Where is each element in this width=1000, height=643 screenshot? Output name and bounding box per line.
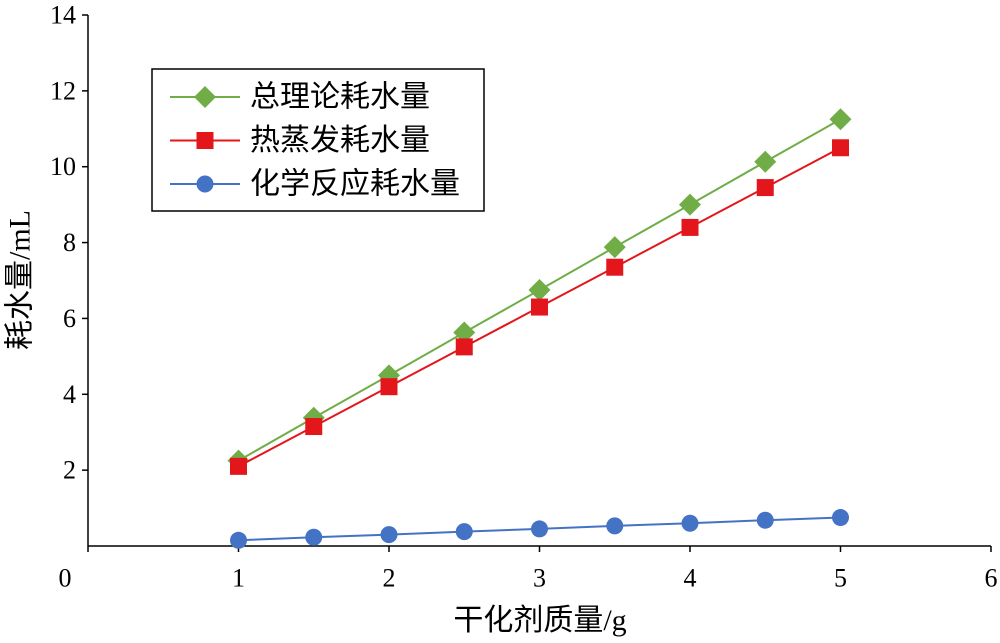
data-point xyxy=(756,179,774,197)
data-point xyxy=(305,418,323,436)
y-tick-label: 10 xyxy=(50,152,76,181)
data-point xyxy=(531,520,548,538)
legend-marker xyxy=(196,132,214,149)
y-tick-label: 4 xyxy=(63,380,76,409)
data-point xyxy=(681,514,699,532)
data-point xyxy=(455,338,473,356)
legend-item: 热蒸发耗水量 xyxy=(170,124,430,157)
legend-marker xyxy=(194,86,216,108)
legend-label: 化学反应耗水量 xyxy=(250,168,460,201)
series-2 xyxy=(230,509,849,549)
legend-label: 热蒸发耗水量 xyxy=(250,124,430,157)
y-tick-label: 8 xyxy=(63,228,76,257)
y-axis-title: 耗水量/mL xyxy=(4,210,37,350)
data-point xyxy=(531,298,548,316)
legend-label: 总理论耗水量 xyxy=(250,81,430,114)
legend-item: 总理论耗水量 xyxy=(170,81,430,114)
x-tick-label: 6 xyxy=(985,564,998,593)
data-point xyxy=(528,278,551,301)
data-point xyxy=(603,236,626,259)
data-point xyxy=(832,139,849,157)
data-point xyxy=(455,523,473,541)
y-tick-label: 2 xyxy=(63,456,76,485)
x-tick-label: 4 xyxy=(684,564,697,593)
x-tick-label: 1 xyxy=(232,564,245,593)
data-point xyxy=(832,509,849,527)
data-point xyxy=(606,517,624,535)
x-tick-label: 2 xyxy=(383,564,396,593)
legend-marker xyxy=(196,175,214,193)
y-tick-label: 12 xyxy=(50,76,76,105)
data-point xyxy=(681,218,699,236)
x-axis-title: 干化剂质量/g xyxy=(453,604,626,637)
data-point xyxy=(230,457,247,475)
data-point xyxy=(829,108,852,131)
series-1 xyxy=(230,139,849,475)
data-point xyxy=(380,526,398,544)
legend-item: 化学反应耗水量 xyxy=(170,168,460,201)
x-tick-label: 5 xyxy=(834,564,847,593)
y-tick-label: 6 xyxy=(63,304,76,333)
data-point xyxy=(679,193,701,216)
y-tick-label: 14 xyxy=(50,1,76,30)
data-point xyxy=(756,511,774,529)
data-point xyxy=(754,150,777,173)
data-point xyxy=(230,531,247,549)
x-tick-label: 0 xyxy=(59,564,72,593)
data-point xyxy=(453,321,476,344)
data-point xyxy=(305,528,323,546)
x-tick-label: 3 xyxy=(533,564,546,593)
series-layer xyxy=(227,108,852,549)
data-point xyxy=(606,258,624,276)
data-point xyxy=(380,378,398,396)
